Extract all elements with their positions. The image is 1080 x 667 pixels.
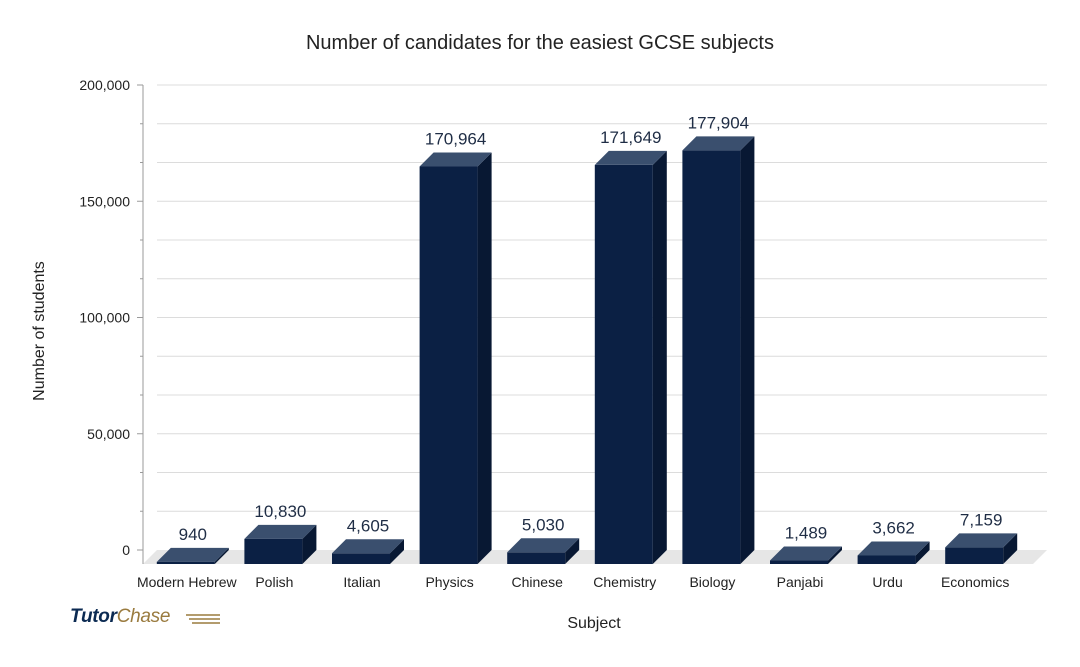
bar-value-label: 1,489	[785, 524, 828, 543]
bar-front	[770, 560, 828, 564]
x-tick-label: Urdu	[872, 574, 902, 590]
bar-side	[740, 136, 755, 564]
bar-front	[244, 538, 303, 564]
logo-word-chase: Chase	[116, 606, 171, 627]
bar-side	[302, 524, 317, 564]
bar-value-label: 3,662	[872, 518, 915, 537]
bar-front	[682, 150, 741, 564]
bar-front	[945, 547, 1004, 564]
x-tick-label: Economics	[941, 574, 1009, 590]
x-tick-label: Modern Hebrew	[137, 574, 237, 590]
bar-front	[419, 166, 478, 564]
bar-front	[332, 553, 390, 564]
logo-word-tutor: Tutor	[70, 606, 117, 627]
x-tick-label: Chinese	[512, 574, 564, 590]
bar-front	[507, 552, 566, 564]
x-tick-label: Physics	[425, 574, 473, 590]
chart-title: Number of candidates for the easiest GCS…	[305, 32, 774, 54]
y-tick-label: 0	[122, 542, 130, 558]
bar-top	[682, 136, 755, 151]
bar-top	[332, 539, 404, 554]
bar-top	[244, 524, 317, 539]
brand-logo: TutorChase	[70, 606, 220, 630]
bar-top	[857, 541, 930, 556]
y-tick-label: 100,000	[79, 310, 130, 326]
x-tick-label: Biology	[689, 574, 735, 590]
x-tick-label: Italian	[343, 574, 380, 590]
bar-value-label: 10,830	[254, 502, 306, 521]
bar-side	[915, 541, 930, 564]
x-axis-label: Subject	[567, 615, 621, 632]
bar-top	[945, 533, 1018, 548]
bar-value-label: 5,030	[522, 515, 565, 534]
bar-side	[1003, 533, 1018, 564]
bar-top	[156, 547, 229, 562]
bar-top	[594, 150, 667, 165]
bar-front	[156, 561, 215, 564]
bar-top	[770, 546, 842, 561]
bar-value-label: 7,159	[960, 510, 1003, 529]
bar-top	[507, 538, 580, 553]
bar-side	[214, 547, 229, 564]
bar-side	[477, 152, 492, 564]
x-tick-label: Panjabi	[777, 574, 824, 590]
x-tick-label: Chemistry	[593, 574, 656, 590]
bar-side	[390, 539, 404, 564]
logo-lines-icon	[186, 614, 220, 624]
bar-front	[857, 555, 916, 564]
bar-side	[565, 538, 580, 564]
bar-value-label: 177,904	[688, 113, 749, 132]
bar-value-label: 4,605	[347, 516, 390, 535]
y-tick-label: 150,000	[79, 193, 130, 209]
bar-side	[828, 546, 842, 564]
bar-front	[594, 164, 653, 564]
y-tick-label: 50,000	[87, 426, 130, 442]
bar-value-label: 170,964	[425, 130, 486, 149]
y-axis-label: Number of students	[31, 261, 48, 401]
bar-top	[419, 152, 492, 167]
bar-value-label: 171,649	[600, 128, 661, 147]
y-tick-label: 200,000	[79, 77, 130, 93]
bar-value-label: 940	[179, 525, 207, 544]
bar-side	[652, 150, 667, 564]
x-tick-label: Polish	[255, 574, 293, 590]
